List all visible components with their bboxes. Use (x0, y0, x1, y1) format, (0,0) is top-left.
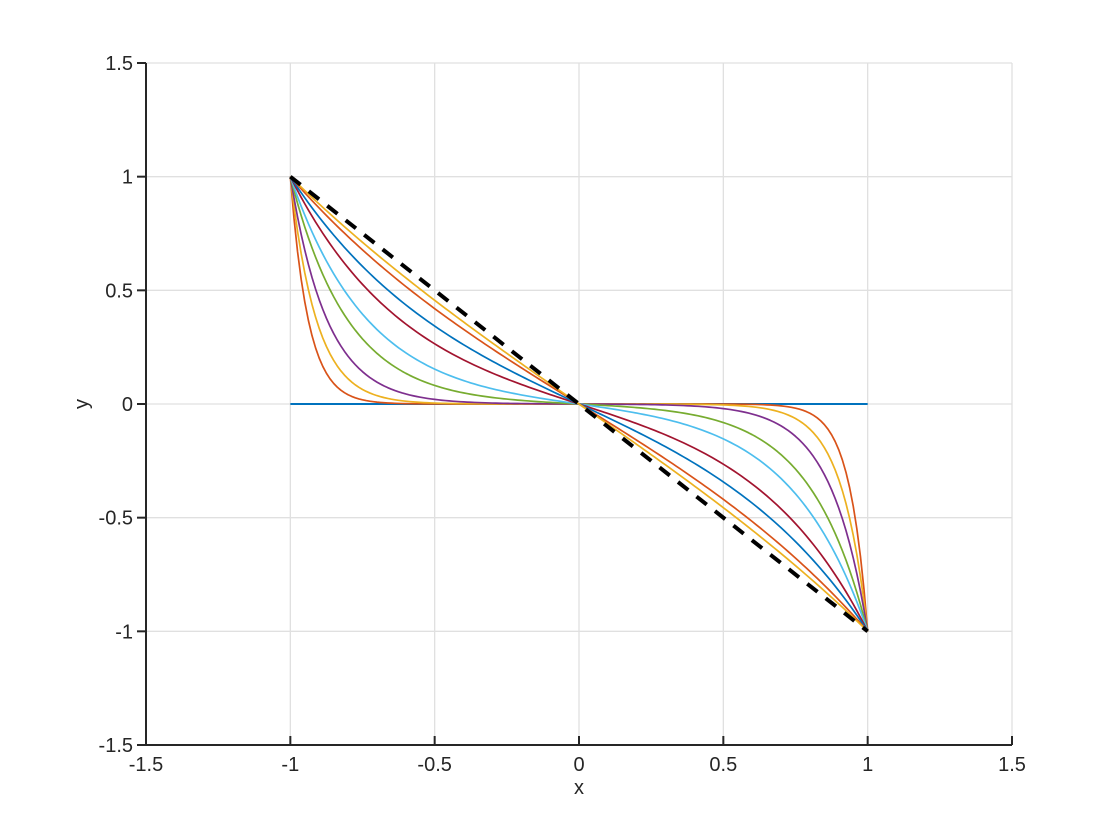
y-axis-label: y (71, 399, 93, 409)
y-tick-label: -1 (115, 621, 133, 643)
y-tick-label: -1.5 (99, 735, 133, 757)
layer-curve-a0.87 (289, 176, 869, 632)
x-tick-label: 1.5 (998, 754, 1026, 776)
x-tick-label: -0.5 (417, 754, 451, 776)
y-tick-label: 1.5 (105, 53, 133, 75)
y-tick-label: -0.5 (99, 508, 133, 530)
x-tick-label: 1 (862, 754, 873, 776)
y-tick-label: 0.5 (105, 280, 133, 302)
label-layer: -1.5 -1 -0.5 0 0.5 1 1.5 -1.5 -1 -0.5 0 0.5 1 1.5 x y (71, 53, 1026, 799)
axes-layer (137, 62, 1013, 746)
y-tick-label: 0 (122, 394, 133, 416)
y-tick-label: 1 (122, 167, 133, 189)
reference-line-y-equals-minus-x (289, 175, 869, 633)
x-axis-label: x (574, 777, 584, 799)
x-tick-label: 0.5 (709, 754, 737, 776)
series-layer (289, 175, 869, 633)
x-tick-label: -1.5 (129, 754, 163, 776)
x-tick-label: -1 (281, 754, 299, 776)
x-tick-label: 0 (573, 754, 584, 776)
